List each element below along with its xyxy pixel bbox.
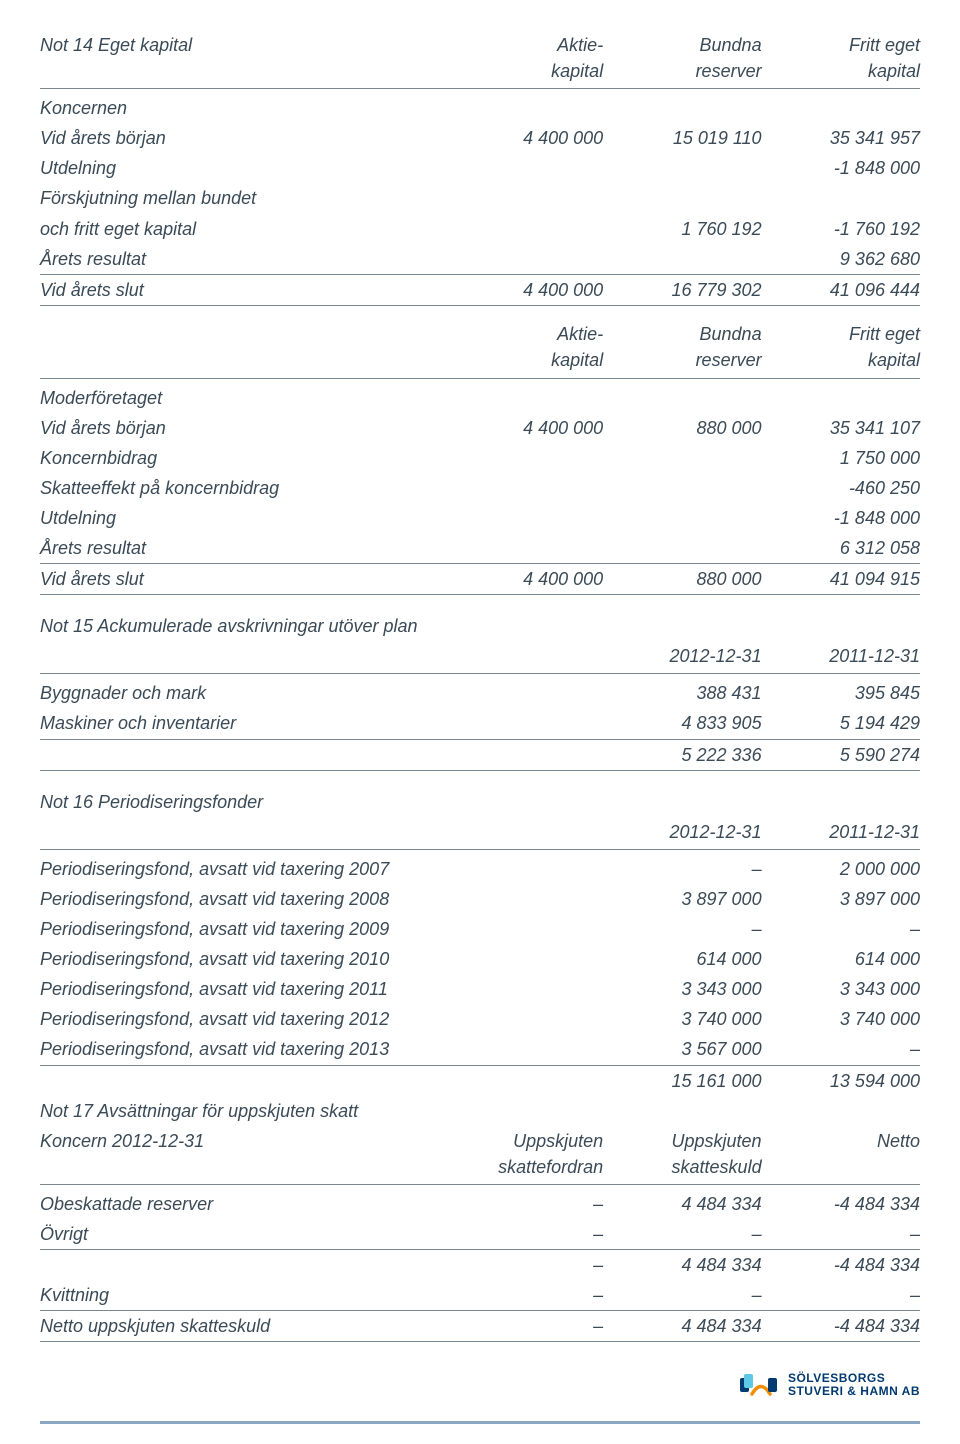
note16-title: Not 16 Periodiseringsfonder [40,770,603,817]
table-row: Skatteeffekt på koncernbidrag-460 250 [40,473,920,503]
note17-kvittning: Kvittning––– [40,1280,920,1311]
moderforetaget-sum: Vid årets slut 4 400 000 880 000 41 094 … [40,564,920,595]
hdr-aktiekapital-2: Aktie-kapital [445,319,603,378]
table-row: Vid årets början4 400 000880 00035 341 1… [40,413,920,443]
note17-total: Netto uppskjuten skatteskuld–4 484 334-4… [40,1311,920,1342]
koncernen-sum: Vid årets slut 4 400 000 16 779 302 41 0… [40,274,920,305]
table-row: Periodiseringsfond, avsatt vid taxering … [40,1034,920,1065]
note14-table: Not 14 Eget kapital Aktie-kapital Bundna… [40,30,920,1342]
table-row: Koncernbidrag1 750 000 [40,443,920,473]
note17-hdr-skuld: Uppskjutenskatteskuld [603,1126,761,1185]
table-row: Periodiseringsfond, avsatt vid taxering … [40,1004,920,1034]
table-row: Periodiseringsfond, avsatt vid taxering … [40,854,920,884]
table-row: Förskjutning mellan bundet [40,183,920,213]
note15-title: Not 15 Ackumulerade avskrivningar utöver… [40,595,603,642]
table-row: och fritt eget kapital1 760 192-1 760 19… [40,214,920,244]
note16-hdr-2011: 2011-12-31 [762,817,920,850]
table-row: Årets resultat9 362 680 [40,244,920,275]
footer-logo: SÖLVESBORGS STUVERI & HAMN AB [40,1370,920,1407]
note14-title: Not 14 Eget kapital [40,30,445,89]
koncernen-heading: Koncernen [40,93,445,123]
table-row: Maskiner och inventarier4 833 9055 194 4… [40,708,920,739]
table-row: Utdelning-1 848 000 [40,503,920,533]
note17-subtotal: –4 484 334-4 484 334 [40,1250,920,1281]
hdr-fritteget-2: Fritt egetkapital [762,319,920,378]
note15-hdr-2012: 2012-12-31 [603,641,761,674]
hdr-aktiekapital-1: Aktie-kapital [445,30,603,89]
note17-hdr-fordran: Uppskjutenskattefordran [445,1126,603,1185]
table-row: Obeskattade reserver–4 484 334-4 484 334 [40,1189,920,1219]
note15-hdr-2011: 2011-12-31 [762,641,920,674]
note17-hdr-netto: Netto [762,1126,920,1185]
note17-subtitle: Koncern 2012-12-31 [40,1126,445,1185]
note15-sum: 5 222 3365 590 274 [40,739,920,770]
note16-sum: 15 161 00013 594 000 [40,1065,920,1096]
table-row: Övrigt––– [40,1219,920,1250]
table-row: Periodiseringsfond, avsatt vid taxering … [40,914,920,944]
footer-rule [40,1421,920,1424]
table-row: Årets resultat6 312 058 [40,533,920,564]
hdr-bundna-1: Bundnareserver [603,30,761,89]
table-row: Periodiseringsfond, avsatt vid taxering … [40,884,920,914]
note17-title: Not 17 Avsättningar för uppskjuten skatt [40,1096,920,1126]
logo-line2: STUVERI & HAMN AB [788,1385,920,1398]
logo-mark-icon [740,1370,780,1400]
table-row: Periodiseringsfond, avsatt vid taxering … [40,944,920,974]
hdr-bundna-2: Bundnareserver [603,319,761,378]
hdr-fritteget-1: Fritt egetkapital [762,30,920,89]
note16-hdr-2012: 2012-12-31 [603,817,761,850]
table-row: Utdelning-1 848 000 [40,153,920,183]
table-row: Vid årets början4 400 00015 019 11035 34… [40,123,920,153]
table-row: Periodiseringsfond, avsatt vid taxering … [40,974,920,1004]
table-row: Byggnader och mark388 431395 845 [40,678,920,708]
moderforetaget-heading: Moderföretaget [40,383,445,413]
